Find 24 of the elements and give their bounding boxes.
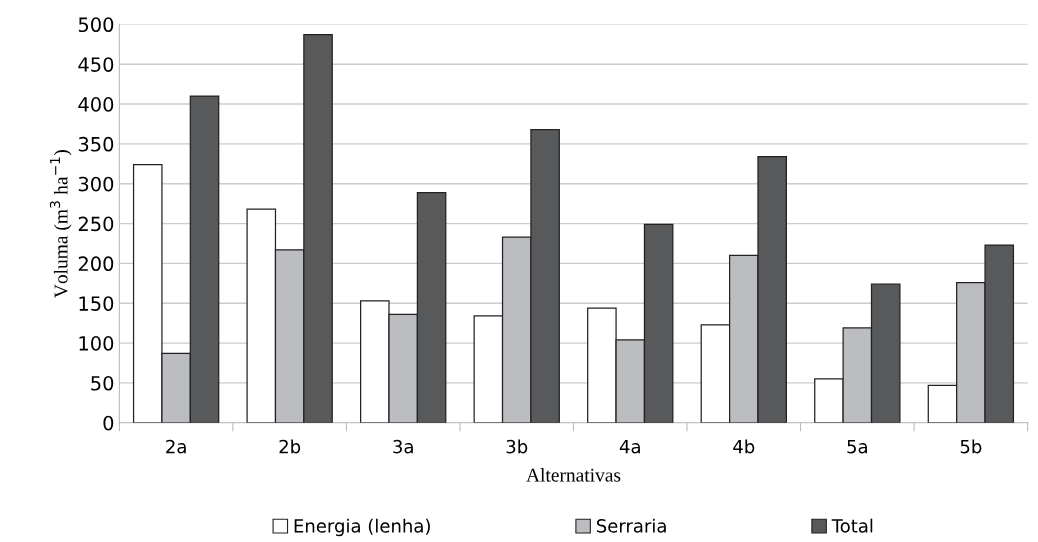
y-axis-title: Voluma (m$^{3}$ ha$^{−1}$) [49, 150, 72, 298]
legend-label: Energia (lenha) [294, 518, 430, 537]
y-tick-label: 300 [78, 176, 114, 192]
x-tick-label: 4b [733, 439, 755, 454]
x-axis-title: Alternativas [526, 468, 621, 482]
y-tick-label: 50 [91, 375, 114, 391]
y-tick-label: 200 [78, 256, 114, 272]
legend-label: Serraria [596, 518, 666, 533]
y-tick-label: 400 [78, 97, 114, 112]
y-tick-label: 250 [78, 216, 114, 232]
x-tick-label: 4a [619, 439, 640, 454]
x-tick-label: 3b [506, 439, 528, 454]
legend-label: Total [831, 518, 873, 533]
x-tick-label: 3a [393, 439, 413, 454]
x-tick-label: 2a [166, 439, 186, 454]
x-tick-label: 5a [847, 439, 867, 454]
x-tick-label: 2b [279, 439, 301, 454]
y-tick-label: 450 [78, 57, 114, 72]
y-tick-label: 150 [79, 296, 114, 311]
x-tick-label: 5b [960, 439, 982, 454]
y-tick-label: 350 [78, 136, 114, 152]
y-tick-label: 500 [78, 17, 114, 33]
y-tick-label: 0 [103, 415, 114, 431]
y-tick-label: 100 [79, 336, 114, 351]
